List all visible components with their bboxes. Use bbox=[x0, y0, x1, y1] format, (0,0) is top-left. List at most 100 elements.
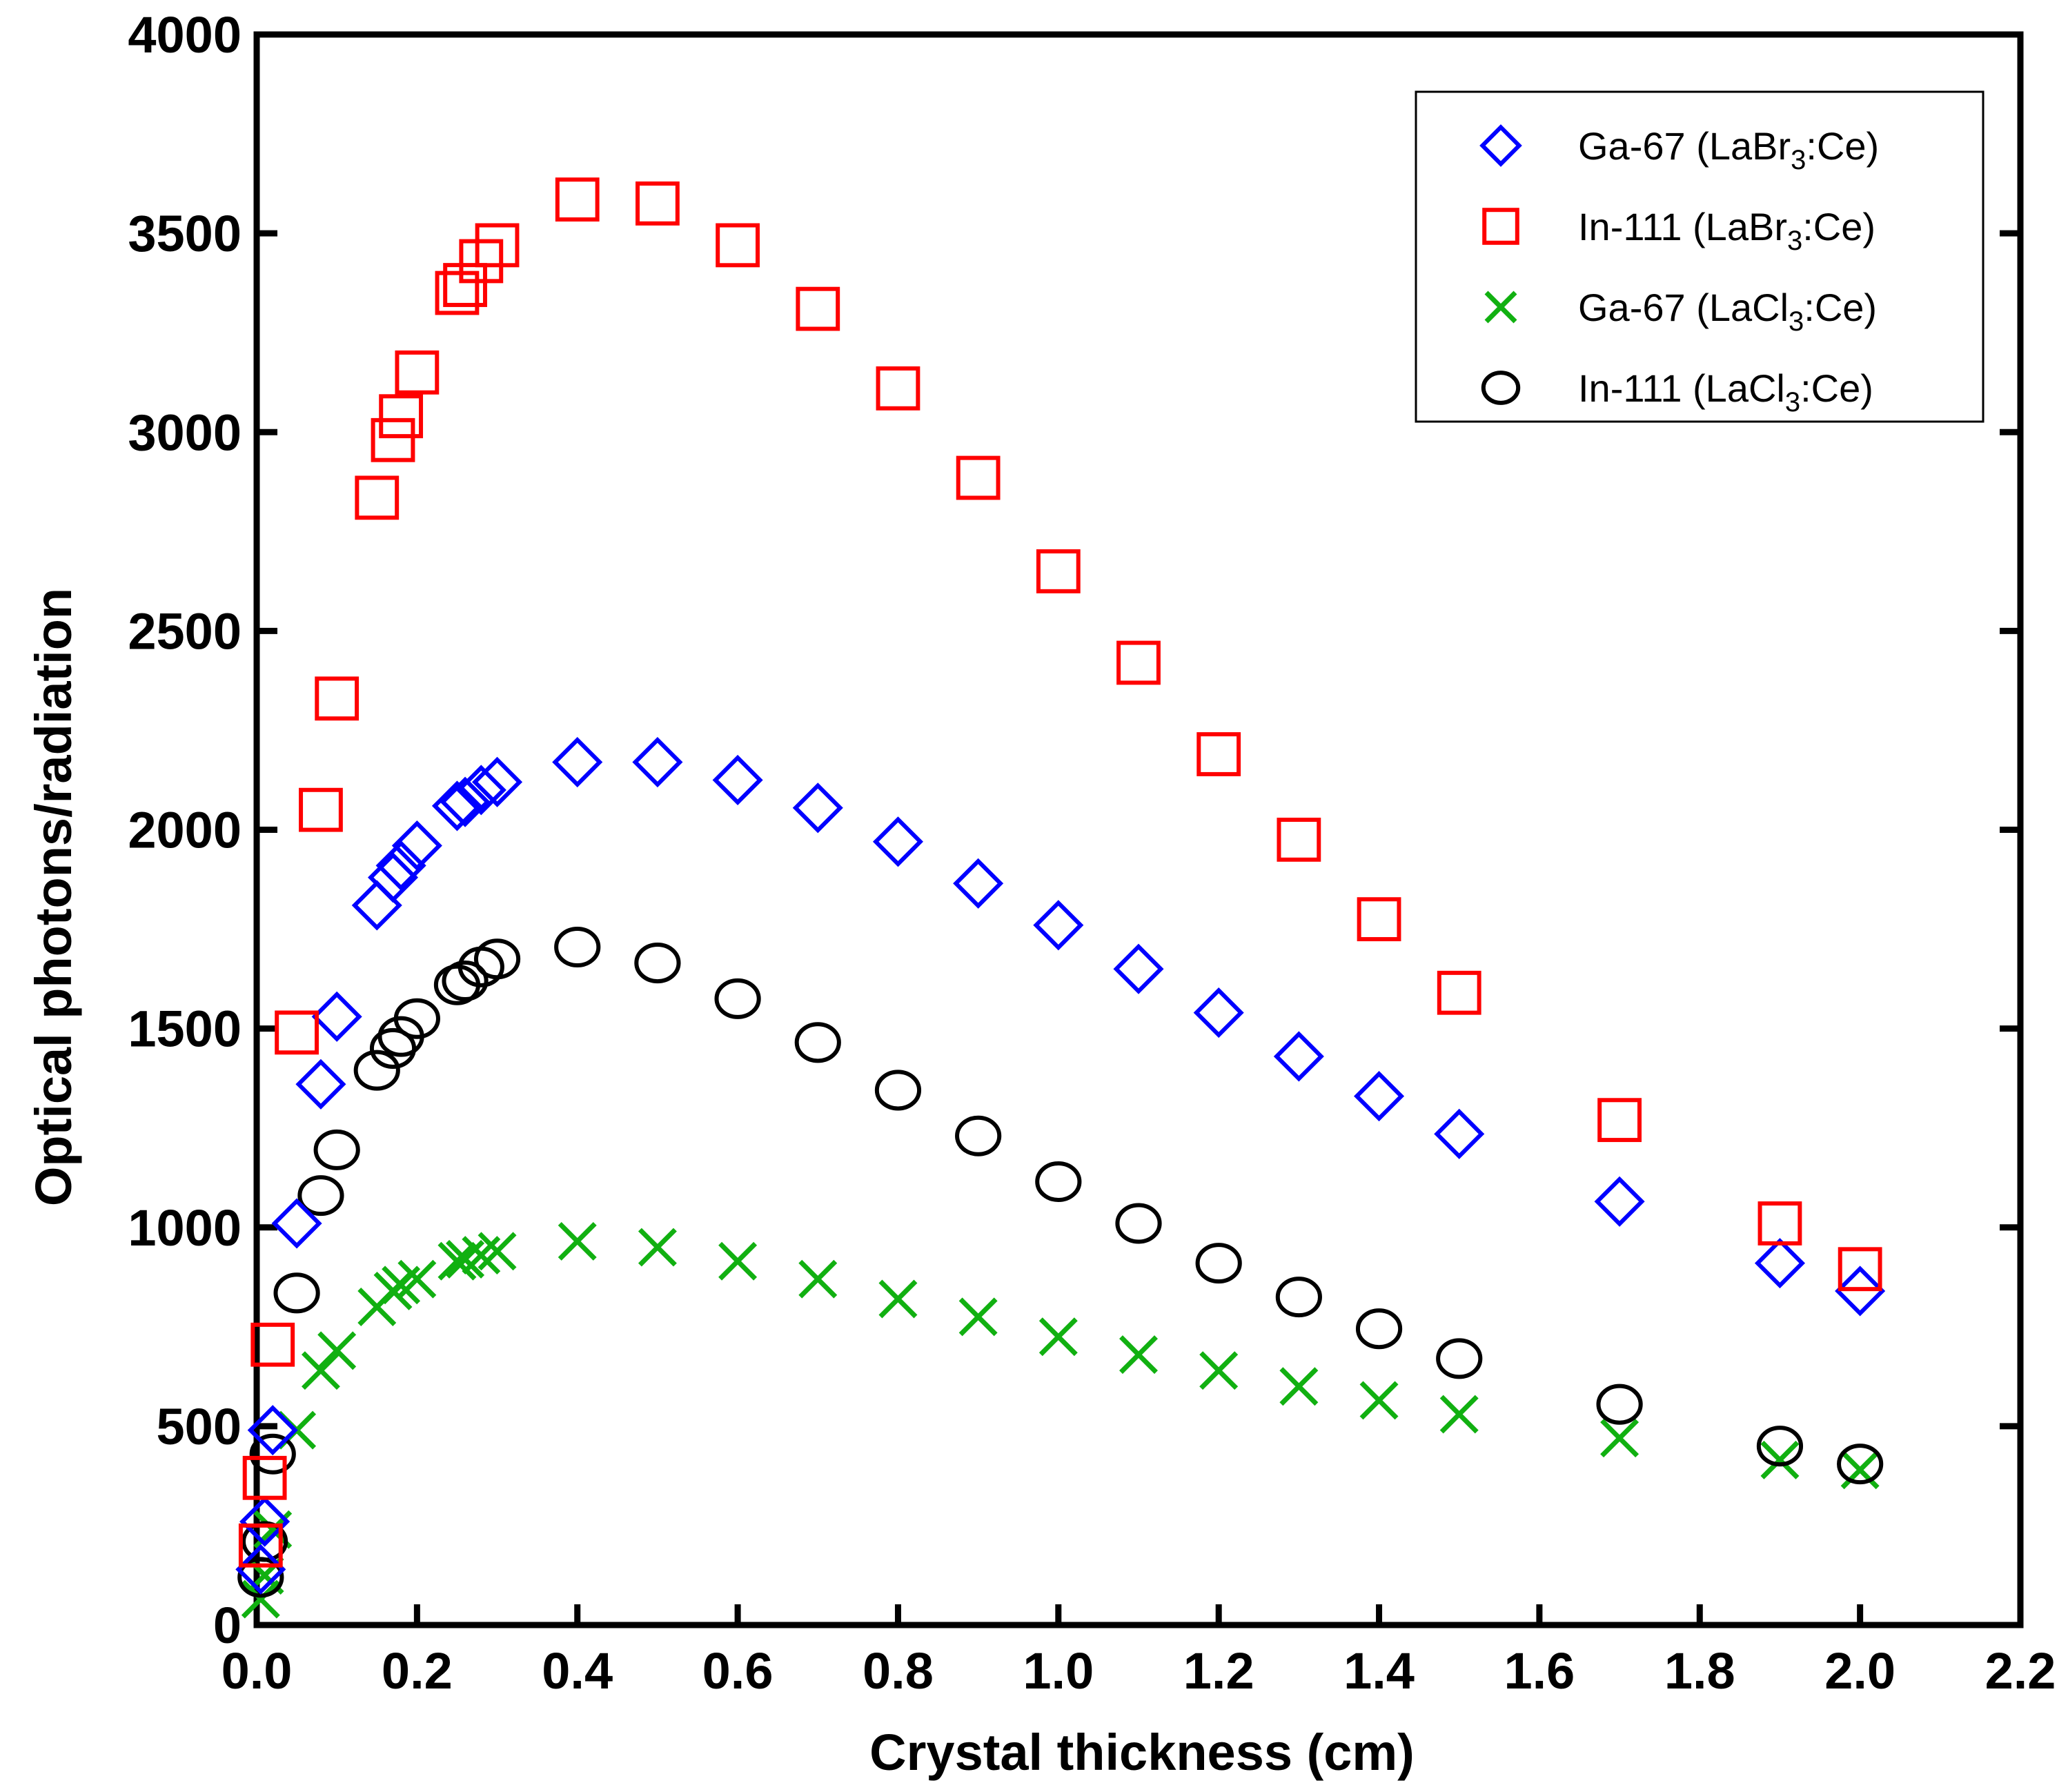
x-tick-label: 1.8 bbox=[1664, 1642, 1735, 1700]
data-point-circle bbox=[1035, 1161, 1082, 1203]
legend-marker-diamond bbox=[1479, 124, 1522, 167]
data-point-square bbox=[275, 1010, 319, 1055]
data-point-x bbox=[1119, 1335, 1158, 1375]
data-point-circle bbox=[714, 978, 761, 1019]
data-point-diamond bbox=[367, 852, 419, 903]
data-point-square bbox=[299, 787, 343, 832]
data-point-circle bbox=[1837, 1444, 1884, 1485]
data-point-x-stroke-b bbox=[1199, 1351, 1239, 1390]
data-point-circle bbox=[297, 1175, 344, 1217]
y-axis-title: Optical photons/radiation bbox=[25, 588, 82, 1206]
series-diamond bbox=[235, 736, 1886, 1595]
data-point-x-stroke-b bbox=[1359, 1381, 1399, 1420]
data-point-x bbox=[317, 1331, 357, 1370]
data-point-x-stroke-b bbox=[241, 1579, 280, 1619]
data-point-diamond bbox=[1273, 1031, 1324, 1082]
data-point-diamond bbox=[239, 1496, 290, 1547]
legend-label-tail: :Ce) bbox=[1802, 205, 1875, 248]
y-tick-label: 0 bbox=[213, 1597, 242, 1654]
series-x bbox=[241, 1221, 1880, 1619]
x-tick-label: 2.0 bbox=[1824, 1642, 1895, 1700]
x-tick-label: 1.6 bbox=[1504, 1642, 1575, 1700]
legend-label-subscript: 3 bbox=[1785, 387, 1800, 417]
data-point-square bbox=[315, 676, 360, 721]
data-point-circle bbox=[1195, 1243, 1242, 1284]
x-tick-label: 0.2 bbox=[382, 1642, 453, 1700]
data-point-x-stroke-b bbox=[878, 1279, 918, 1319]
y-tick-label: 500 bbox=[157, 1398, 242, 1455]
data-point-x bbox=[878, 1279, 918, 1319]
data-point-square bbox=[1036, 549, 1081, 593]
legend-label-tail: :Ce) bbox=[1800, 366, 1873, 410]
data-point-square bbox=[1116, 640, 1161, 685]
data-point-square bbox=[250, 1322, 295, 1367]
x-tick-label: 2.2 bbox=[1985, 1642, 2056, 1700]
data-point-square bbox=[443, 263, 487, 307]
legend-label-tail: :Ce) bbox=[1804, 286, 1877, 329]
data-point-x-stroke-b bbox=[958, 1297, 998, 1337]
data-point-diamond bbox=[953, 858, 1004, 909]
data-point-square bbox=[1838, 1247, 1882, 1292]
data-point-diamond bbox=[455, 765, 506, 816]
legend-marker-x bbox=[1484, 291, 1517, 324]
data-point-x bbox=[1199, 1351, 1239, 1390]
legend-label-subscript: 3 bbox=[1787, 226, 1802, 256]
legend-box bbox=[1415, 90, 1985, 423]
data-point-x-stroke-b bbox=[397, 1259, 437, 1299]
data-point-x-stroke-b bbox=[437, 1241, 477, 1281]
data-point-x-stroke-b bbox=[1840, 1450, 1880, 1490]
data-point-circle bbox=[874, 1070, 922, 1111]
data-point-circle bbox=[353, 1050, 400, 1091]
data-point-square bbox=[395, 350, 440, 395]
data-point-x bbox=[798, 1259, 838, 1299]
data-point-diamond bbox=[440, 776, 491, 827]
data-point-square bbox=[555, 177, 600, 222]
data-point-square bbox=[475, 223, 520, 268]
data-point-x bbox=[1439, 1395, 1479, 1434]
data-point-square bbox=[876, 366, 920, 411]
data-point-diamond bbox=[311, 991, 362, 1042]
data-point-diamond bbox=[1113, 943, 1164, 994]
data-point-circle bbox=[1355, 1308, 1403, 1350]
legend-label-subscript: 3 bbox=[1791, 145, 1806, 175]
data-point-square bbox=[1757, 1201, 1802, 1245]
x-tick-label: 1.4 bbox=[1343, 1642, 1415, 1700]
legend-label: Ga-67 (LaCl3:Ce) bbox=[1578, 286, 1877, 337]
data-point-diamond bbox=[1354, 1071, 1405, 1122]
data-point-x bbox=[1279, 1367, 1319, 1406]
legend-label-base: Ga-67 (LaBr bbox=[1578, 124, 1791, 168]
data-point-circle bbox=[1115, 1203, 1162, 1244]
data-point-x-stroke-b bbox=[558, 1221, 597, 1261]
data-point-x bbox=[958, 1297, 998, 1337]
data-point-x bbox=[1359, 1381, 1399, 1420]
legend-label-base: In-111 (LaCl bbox=[1578, 366, 1785, 410]
data-point-x bbox=[1600, 1419, 1639, 1458]
data-point-x bbox=[462, 1236, 501, 1275]
data-point-square bbox=[1437, 970, 1481, 1015]
data-point-square bbox=[238, 1523, 283, 1568]
data-point-diamond bbox=[375, 840, 426, 891]
data-point-x bbox=[1038, 1317, 1078, 1357]
data-point-square bbox=[435, 270, 480, 315]
legend-label-base: In-111 (LaBr bbox=[1578, 205, 1787, 248]
data-point-diamond bbox=[1835, 1266, 1886, 1317]
data-point-circle bbox=[634, 943, 681, 984]
data-point-diamond bbox=[351, 880, 402, 931]
data-point-square bbox=[379, 394, 424, 439]
data-point-circle bbox=[473, 938, 521, 980]
legend-label-base: Ga-67 (LaCl bbox=[1578, 286, 1789, 329]
data-point-circle bbox=[794, 1022, 841, 1063]
data-point-circle bbox=[1436, 1338, 1483, 1379]
data-point-diamond bbox=[552, 736, 603, 788]
data-point-x-stroke-b bbox=[462, 1236, 501, 1275]
legend-marker-x-stroke-b bbox=[1484, 291, 1517, 324]
data-point-circle bbox=[1596, 1384, 1643, 1425]
data-point-square bbox=[796, 286, 840, 331]
data-point-x-stroke-b bbox=[638, 1228, 677, 1267]
data-point-circle bbox=[1756, 1426, 1804, 1467]
x-tick-label: 1.2 bbox=[1183, 1642, 1254, 1700]
x-tick-label: 0.0 bbox=[221, 1642, 293, 1700]
data-point-diamond bbox=[431, 780, 482, 831]
data-point-circle bbox=[393, 998, 440, 1039]
